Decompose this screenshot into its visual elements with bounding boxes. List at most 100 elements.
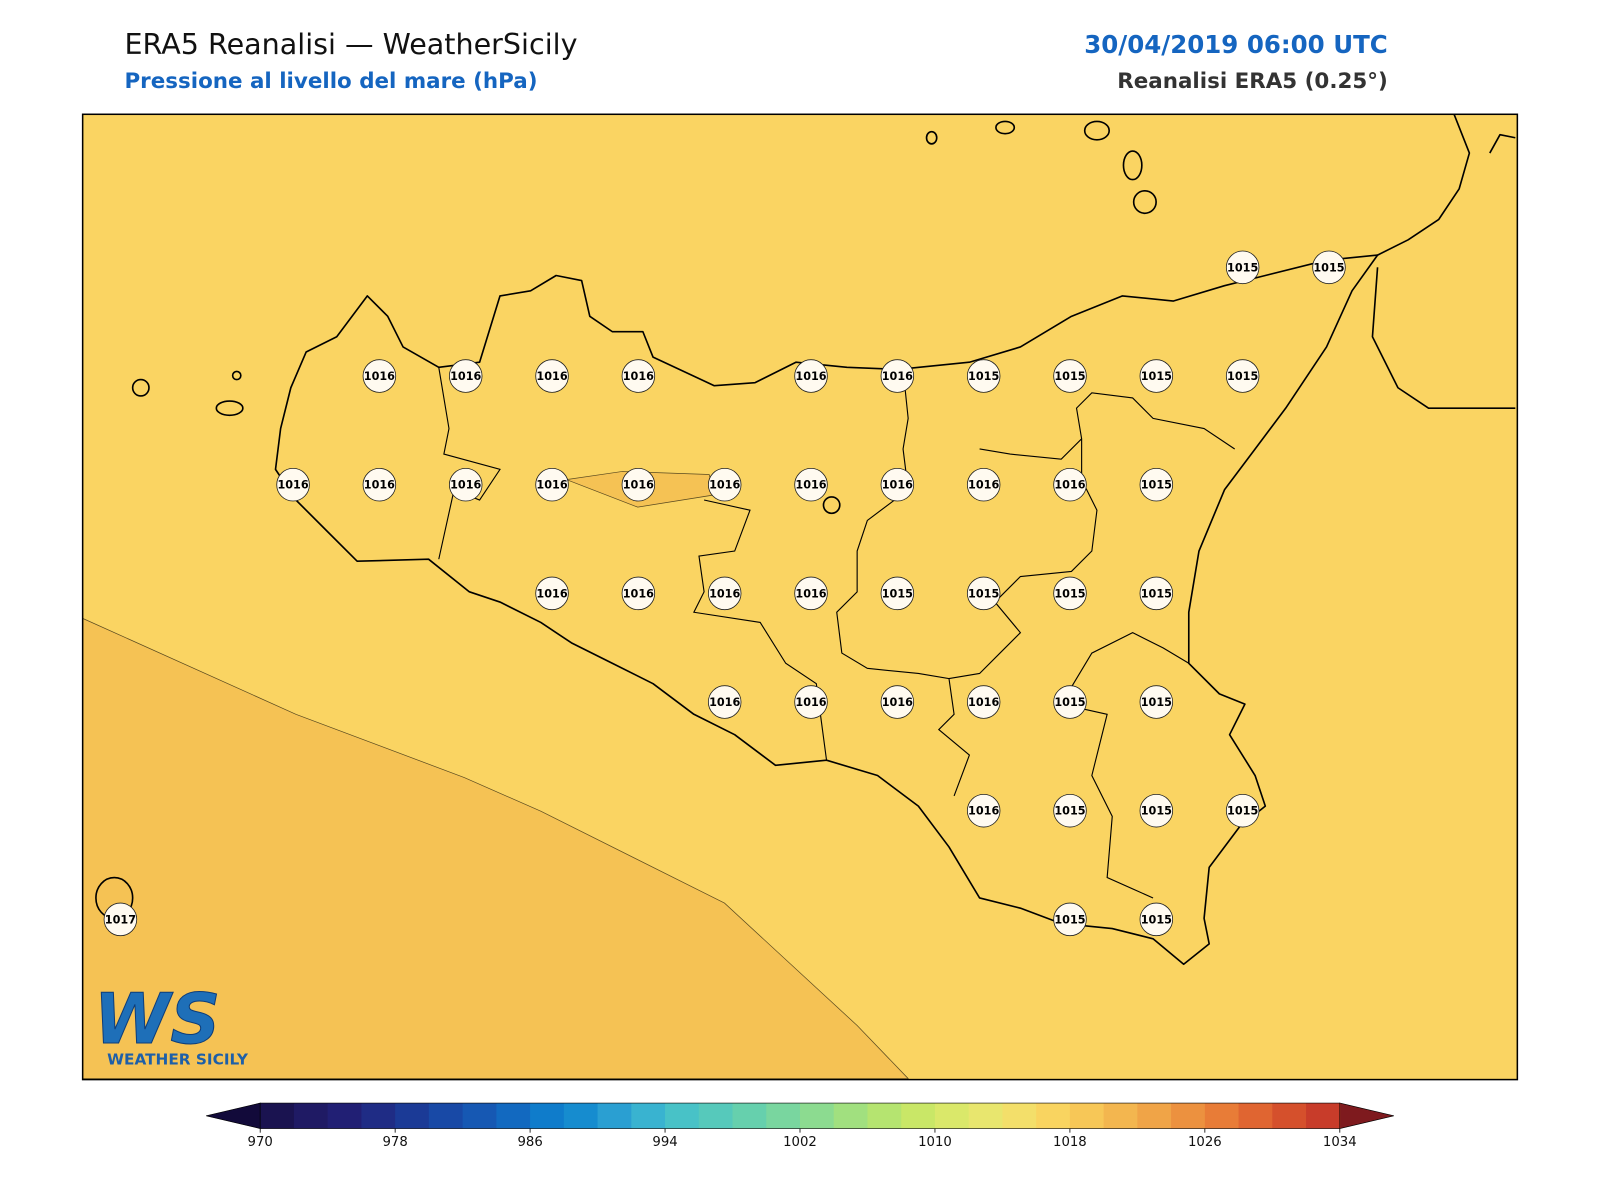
colorbar-bin: [530, 1103, 565, 1129]
station-marker: [276, 467, 310, 502]
province-borders: [438, 367, 1236, 899]
colorbar-bin: [293, 1103, 329, 1129]
colorbar-tick-label: 1018: [1053, 1135, 1087, 1150]
station-marker: [794, 685, 828, 719]
colorbar-bin: [260, 1103, 295, 1129]
station-marker: [362, 467, 397, 502]
station-marker: [966, 685, 1001, 719]
colorbar-bin: [934, 1103, 970, 1129]
colorbar-bin: [1238, 1103, 1273, 1129]
colorbar-bin: [428, 1103, 464, 1129]
station-marker: [880, 576, 915, 611]
station-marker: [621, 359, 656, 393]
station: 1015: [1225, 793, 1260, 828]
station-value: 1016: [795, 370, 826, 383]
station-marker: [966, 467, 1001, 502]
station: 1015: [966, 359, 1001, 393]
station-value: 1015: [1141, 370, 1172, 383]
station-marker: [1053, 685, 1087, 719]
station: 1015: [1312, 250, 1346, 285]
station-marker: [621, 467, 656, 502]
station-marker: [1139, 685, 1174, 719]
colorbar-bin: [1272, 1103, 1307, 1129]
station: 1016: [535, 467, 569, 502]
station-value: 1015: [1227, 805, 1258, 818]
colorbar-bin: [1171, 1103, 1206, 1129]
station-value: 1016: [968, 479, 999, 492]
station: 1015: [966, 576, 1001, 611]
station-value: 1016: [709, 479, 740, 492]
colorbar-tick-label: 986: [517, 1135, 542, 1150]
station-value: 1015: [1054, 696, 1085, 709]
station-value: 1015: [1141, 696, 1172, 709]
colorbar-bin: [833, 1103, 868, 1129]
station-value: 1016: [968, 696, 999, 709]
station: 1016: [448, 359, 483, 393]
station: 1016: [794, 359, 828, 393]
station-marker: [362, 359, 397, 393]
station-value: 1015: [1054, 370, 1085, 383]
station-value: 1016: [536, 370, 567, 383]
station: 1016: [880, 359, 915, 393]
colorbar-bin: [1137, 1103, 1172, 1129]
station: 1015: [1053, 902, 1087, 937]
station-value: 1015: [1141, 805, 1172, 818]
station: 1016: [1053, 467, 1087, 502]
station-marker: [966, 793, 1001, 828]
station-value: 1016: [882, 696, 913, 709]
station-value: 1015: [1141, 479, 1172, 492]
source: Reanalisi ERA5 (0.25°): [1117, 69, 1387, 94]
colorbar-bin: [563, 1103, 599, 1129]
logo-text: WEATHER SICILY: [107, 1050, 249, 1068]
station: 1017: [103, 902, 138, 937]
colorbar-tick-label: 994: [652, 1135, 677, 1150]
station-value: 1016: [795, 479, 826, 492]
station: 1015: [1225, 359, 1260, 393]
colorbar-bin: [597, 1103, 632, 1129]
station-marker: [1225, 359, 1260, 393]
station-marker: [535, 576, 569, 611]
colorbar-bin: [462, 1103, 497, 1129]
logo: WS WEATHER SICILY: [93, 979, 249, 1068]
station: 1016: [535, 359, 569, 393]
station: 1016: [794, 576, 828, 611]
station-value: 1015: [1227, 370, 1258, 383]
station-marker: [1225, 793, 1260, 828]
station: 1015: [1053, 793, 1087, 828]
station-value: 1016: [364, 370, 395, 383]
colorbar-under: [206, 1102, 261, 1129]
station-value: 1016: [536, 587, 567, 600]
station: 1016: [966, 793, 1001, 828]
station: 1015: [1139, 359, 1174, 393]
colorbar-bin: [867, 1103, 902, 1129]
station-value: 1016: [709, 587, 740, 600]
station-value: 1017: [105, 913, 136, 926]
colorbar-bin: [361, 1103, 396, 1129]
station: 1015: [1139, 685, 1174, 719]
station-value: 1015: [1141, 587, 1172, 600]
station-marker: [1053, 902, 1087, 937]
station: 1016: [707, 576, 742, 611]
date: 30/04/2019 06:00 UTC: [1084, 30, 1388, 59]
station-value: 1016: [450, 370, 481, 383]
station: 1015: [1225, 250, 1260, 285]
station: 1016: [880, 685, 915, 719]
map-area: 1015 1015 1016 1016 1016 1016 1016 1016 1015 1015…: [81, 113, 1519, 1081]
colorbar-bin: [631, 1103, 666, 1129]
station-value: 1015: [1054, 913, 1085, 926]
colorbar-bin: [1103, 1103, 1138, 1129]
station-marker: [707, 576, 742, 611]
station-marker: [1053, 576, 1087, 611]
pressure-field-1017: [82, 617, 910, 1079]
colorbar-tick-label: 978: [383, 1135, 408, 1150]
colorbar-tick-label: 970: [248, 1135, 273, 1150]
station-value: 1015: [968, 587, 999, 600]
colorbar-bin: [800, 1103, 835, 1129]
station-marker: [1139, 902, 1174, 937]
station-value: 1016: [277, 479, 308, 492]
station-value: 1015: [1141, 913, 1172, 926]
station-value: 1016: [882, 479, 913, 492]
station-labels: 1015 1015 1016 1016 1016 1016 1016 1016 1015 1015…: [103, 250, 1346, 937]
station-value: 1016: [623, 370, 654, 383]
station-marker: [1312, 250, 1346, 285]
